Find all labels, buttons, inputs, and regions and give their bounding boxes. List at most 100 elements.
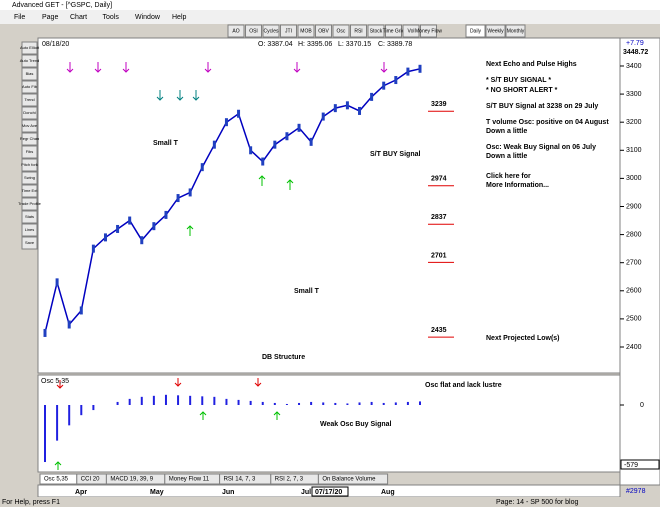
toolbar-button[interactable] [262, 24, 280, 38]
price-bar [212, 140, 216, 149]
toolbar-button[interactable] [350, 24, 367, 38]
price-bar [285, 132, 289, 141]
menu-item[interactable]: Window [135, 14, 161, 21]
tool-label[interactable]: Fibs [26, 149, 34, 154]
tool-button[interactable] [21, 67, 38, 81]
tab-label[interactable]: On Balance Volume [322, 477, 376, 483]
toolbar-label[interactable]: Cycles [263, 28, 279, 34]
menu-item[interactable]: Chart [70, 14, 87, 21]
price-bar [67, 320, 71, 329]
price-bar [418, 64, 422, 73]
toolbar-label[interactable]: JTI [285, 28, 292, 34]
toolbar-label[interactable]: Vol [408, 28, 415, 34]
tool-label[interactable]: Trade Profile [18, 201, 42, 206]
price-bar [91, 244, 95, 253]
tool-button[interactable] [21, 80, 38, 94]
price-bar [309, 137, 313, 146]
toolbar-button[interactable] [367, 24, 385, 38]
tool-button[interactable] [21, 210, 38, 224]
tool-label[interactable]: Mov Ave [22, 123, 38, 128]
chart-date: 08/18/20 [42, 41, 69, 48]
toolbar-button[interactable] [297, 24, 315, 38]
tab-label[interactable]: CCI 20 [81, 477, 100, 483]
tool-label[interactable]: Bias [26, 71, 34, 76]
toolbar-button[interactable] [332, 24, 350, 38]
tool-button[interactable] [21, 54, 38, 68]
note[interactable]: More Information... [486, 182, 549, 189]
tool-label[interactable]: Stats [25, 214, 34, 219]
ohlc-value: O: 3387.04 [258, 41, 293, 48]
period-label[interactable]: Monthly [507, 28, 525, 34]
note[interactable]: Click here for [486, 173, 531, 180]
period-label[interactable]: Weekly [487, 28, 504, 34]
menu-item[interactable]: Help [172, 14, 187, 21]
tool-button[interactable] [21, 106, 38, 120]
price-bar [237, 109, 241, 118]
note: * S/T BUY SIGNAL * [486, 77, 551, 84]
date-label: May [150, 489, 164, 496]
toolbar-button[interactable] [227, 24, 245, 38]
tab-label[interactable]: MACD 19, 39, 9 [110, 477, 153, 483]
tool-button[interactable] [21, 223, 38, 237]
price-bar [188, 188, 192, 197]
tool-label[interactable]: Trend [24, 97, 34, 102]
toolbar-button[interactable] [402, 24, 420, 38]
tool-button[interactable] [21, 93, 38, 107]
tool-label[interactable]: Donchi [23, 110, 36, 115]
tool-button[interactable] [21, 158, 38, 172]
tool-button[interactable] [21, 132, 38, 146]
tool-button[interactable] [21, 236, 38, 250]
toolbar-button[interactable] [315, 24, 332, 38]
tab-label[interactable]: Money Flow 11 [169, 477, 210, 483]
toolbar-button[interactable] [420, 24, 437, 38]
tool-label[interactable]: Auto Trend [20, 58, 40, 63]
note: * NO SHORT ALERT * [486, 87, 558, 94]
tool-label[interactable]: Regr Chan [20, 136, 39, 141]
indicator-tab[interactable] [317, 473, 389, 485]
toolbar-label[interactable]: Stock [370, 28, 383, 34]
tool-label[interactable]: Lines [25, 227, 35, 232]
osc-last-value: -579 [624, 462, 638, 469]
tab-label[interactable]: RSI 14, 7, 3 [224, 477, 256, 483]
tool-button[interactable] [21, 119, 38, 133]
menu-item[interactable]: File [14, 14, 25, 21]
tool-label[interactable]: Auto Elliott [20, 45, 40, 50]
toolbar-label[interactable]: OSI [249, 28, 258, 34]
level-label: 3239 [431, 101, 447, 108]
period-label[interactable]: Daily [470, 28, 482, 34]
toolbar-label[interactable]: Time Grid [383, 28, 405, 34]
price-panel [37, 37, 621, 374]
tool-label[interactable]: Auto Fib [22, 84, 38, 89]
tab-label[interactable]: RSI 2, 7, 3 [275, 477, 304, 483]
period-button[interactable] [465, 24, 486, 38]
toolbar-label[interactable]: Osc [337, 28, 346, 34]
price-bar [79, 306, 83, 315]
osc-tick-label: 0 [640, 402, 644, 409]
toolbar-label[interactable]: MOB [300, 28, 312, 34]
menu-item[interactable]: Page [42, 14, 58, 21]
tool-button[interactable] [21, 171, 38, 185]
toolbar-button[interactable] [245, 24, 262, 38]
y-tick-label: 3000 [626, 175, 642, 182]
tool-label[interactable]: Save [25, 240, 35, 245]
period-button[interactable] [505, 24, 526, 38]
toolbar-label[interactable]: OBV [318, 28, 329, 34]
toolbar-button[interactable] [280, 24, 297, 38]
toolbar-label[interactable]: RSI [354, 28, 362, 34]
toolbar-button[interactable] [385, 24, 402, 38]
period-button[interactable] [485, 24, 506, 38]
tool-button[interactable] [21, 184, 38, 198]
tool-button[interactable] [21, 197, 38, 211]
tool-button[interactable] [21, 145, 38, 159]
date-label: Jun [222, 489, 234, 496]
toolbar-label[interactable]: AO [232, 28, 239, 34]
tool-label[interactable]: Pitch fork [21, 162, 38, 167]
tab-label[interactable]: Osc 5,35 [44, 477, 69, 483]
menu-item[interactable]: Tools [103, 14, 120, 21]
price-bar [406, 67, 410, 76]
tool-button[interactable] [21, 41, 38, 55]
tool-label[interactable]: Swing [24, 175, 35, 180]
toolbar-label[interactable]: Money Flow [415, 28, 442, 34]
tool-label[interactable]: Time Ext [22, 188, 39, 193]
status-help: For Help, press F1 [2, 499, 60, 506]
